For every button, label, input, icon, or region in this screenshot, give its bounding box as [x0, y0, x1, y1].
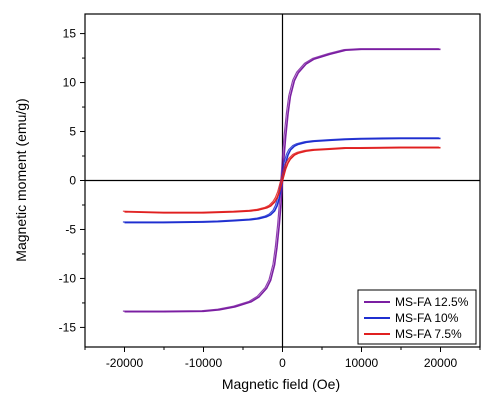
y-tick-label: 15	[63, 27, 77, 41]
y-tick-label: -5	[65, 222, 76, 236]
series-line-ms-fa-7-5	[124, 146, 441, 214]
series-line-return-ms-fa-7-5	[122, 146, 439, 213]
y-tick-label: 0	[69, 174, 76, 188]
series-layer	[122, 48, 441, 313]
x-axis-label: Magnetic field (Oe)	[222, 376, 340, 392]
x-tick-label: -10000	[185, 356, 223, 370]
y-axis-label: Magnetic moment (emu/g)	[13, 98, 29, 261]
legend-label: MS-FA 7.5%	[395, 327, 462, 341]
x-tick-label: -20000	[106, 356, 144, 370]
y-tick-label: 5	[69, 125, 76, 139]
x-tick-label: 10000	[345, 356, 379, 370]
x-tick-label: 20000	[424, 356, 458, 370]
legend-label: MS-FA 12.5%	[395, 295, 469, 309]
axes-layer: -20000 -10000 0 10000 20000 -15 -10 -5 0 5 10 15	[59, 13, 481, 370]
legend-label: MS-FA 10%	[395, 311, 459, 325]
y-tick-label: 10	[63, 76, 77, 90]
y-tick-label: -15	[59, 320, 77, 334]
y-tick-label: -10	[59, 271, 77, 285]
x-tick-label: 0	[279, 356, 286, 370]
legend: MS-FA 12.5% MS-FA 10% MS-FA 7.5%	[357, 289, 477, 345]
